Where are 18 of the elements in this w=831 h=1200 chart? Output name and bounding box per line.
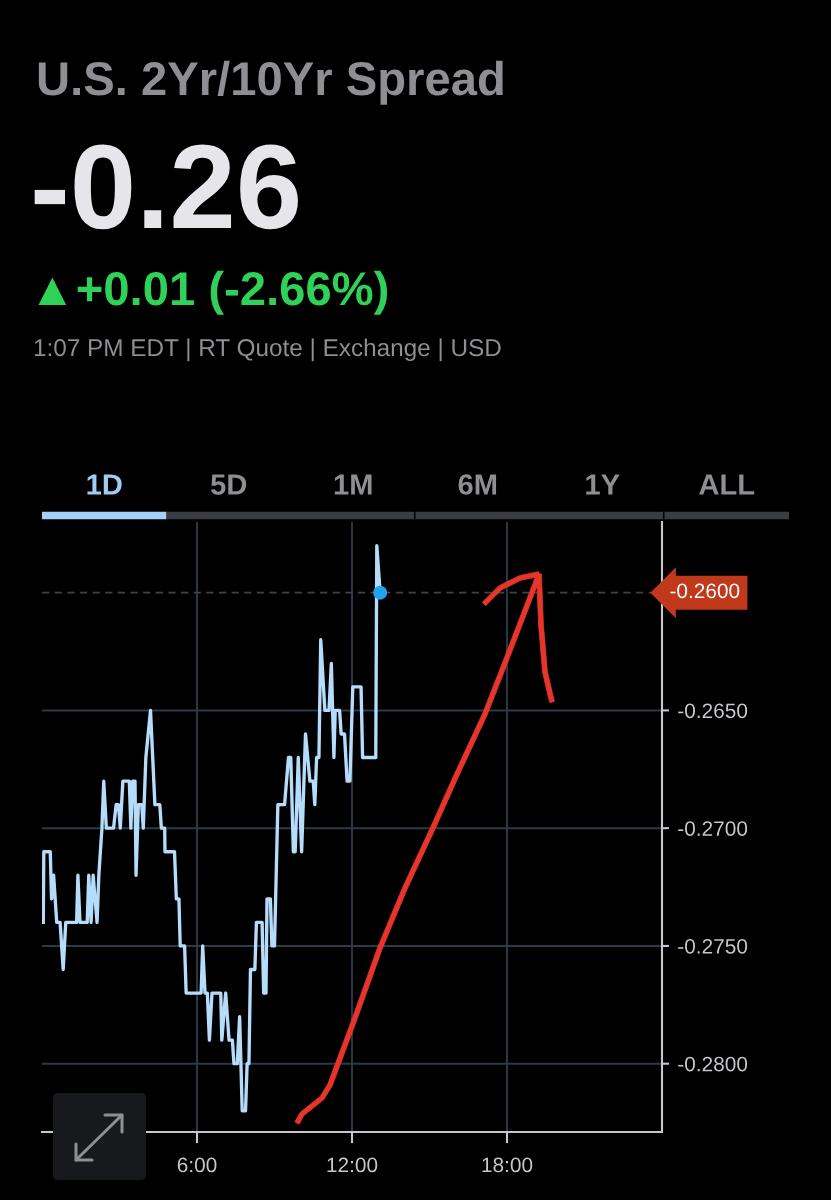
text: 1:07 PM EDT | RT Quote | Exchange | USD <box>34 338 501 362</box>
text: 6M <box>458 474 497 495</box>
text: 1Y <box>586 474 620 495</box>
text: ALL <box>699 474 755 495</box>
text: 5D <box>211 474 247 495</box>
ref-line-label: -0.2600 <box>670 583 740 599</box>
x-tick-label: 6:00 <box>177 1157 217 1173</box>
chart-subtitle: -0.26 <box>34 144 298 230</box>
text: 1M <box>334 474 372 495</box>
x-tick-label: 18:00 <box>482 1157 533 1173</box>
y-tick-label: -0.2800 <box>678 1056 748 1072</box>
chart-title: U.S. 2Yr/10Yr Spread <box>38 60 503 105</box>
y-tick-label: -0.2750 <box>678 938 748 954</box>
text: ▲+0.01 (-2.66%) <box>38 270 388 315</box>
y-tick-label: -0.2700 <box>678 821 748 836</box>
text: 1D <box>87 474 122 495</box>
y-tick-label: -0.2650 <box>678 703 748 719</box>
x-tick-label: 12:00 <box>327 1157 378 1173</box>
